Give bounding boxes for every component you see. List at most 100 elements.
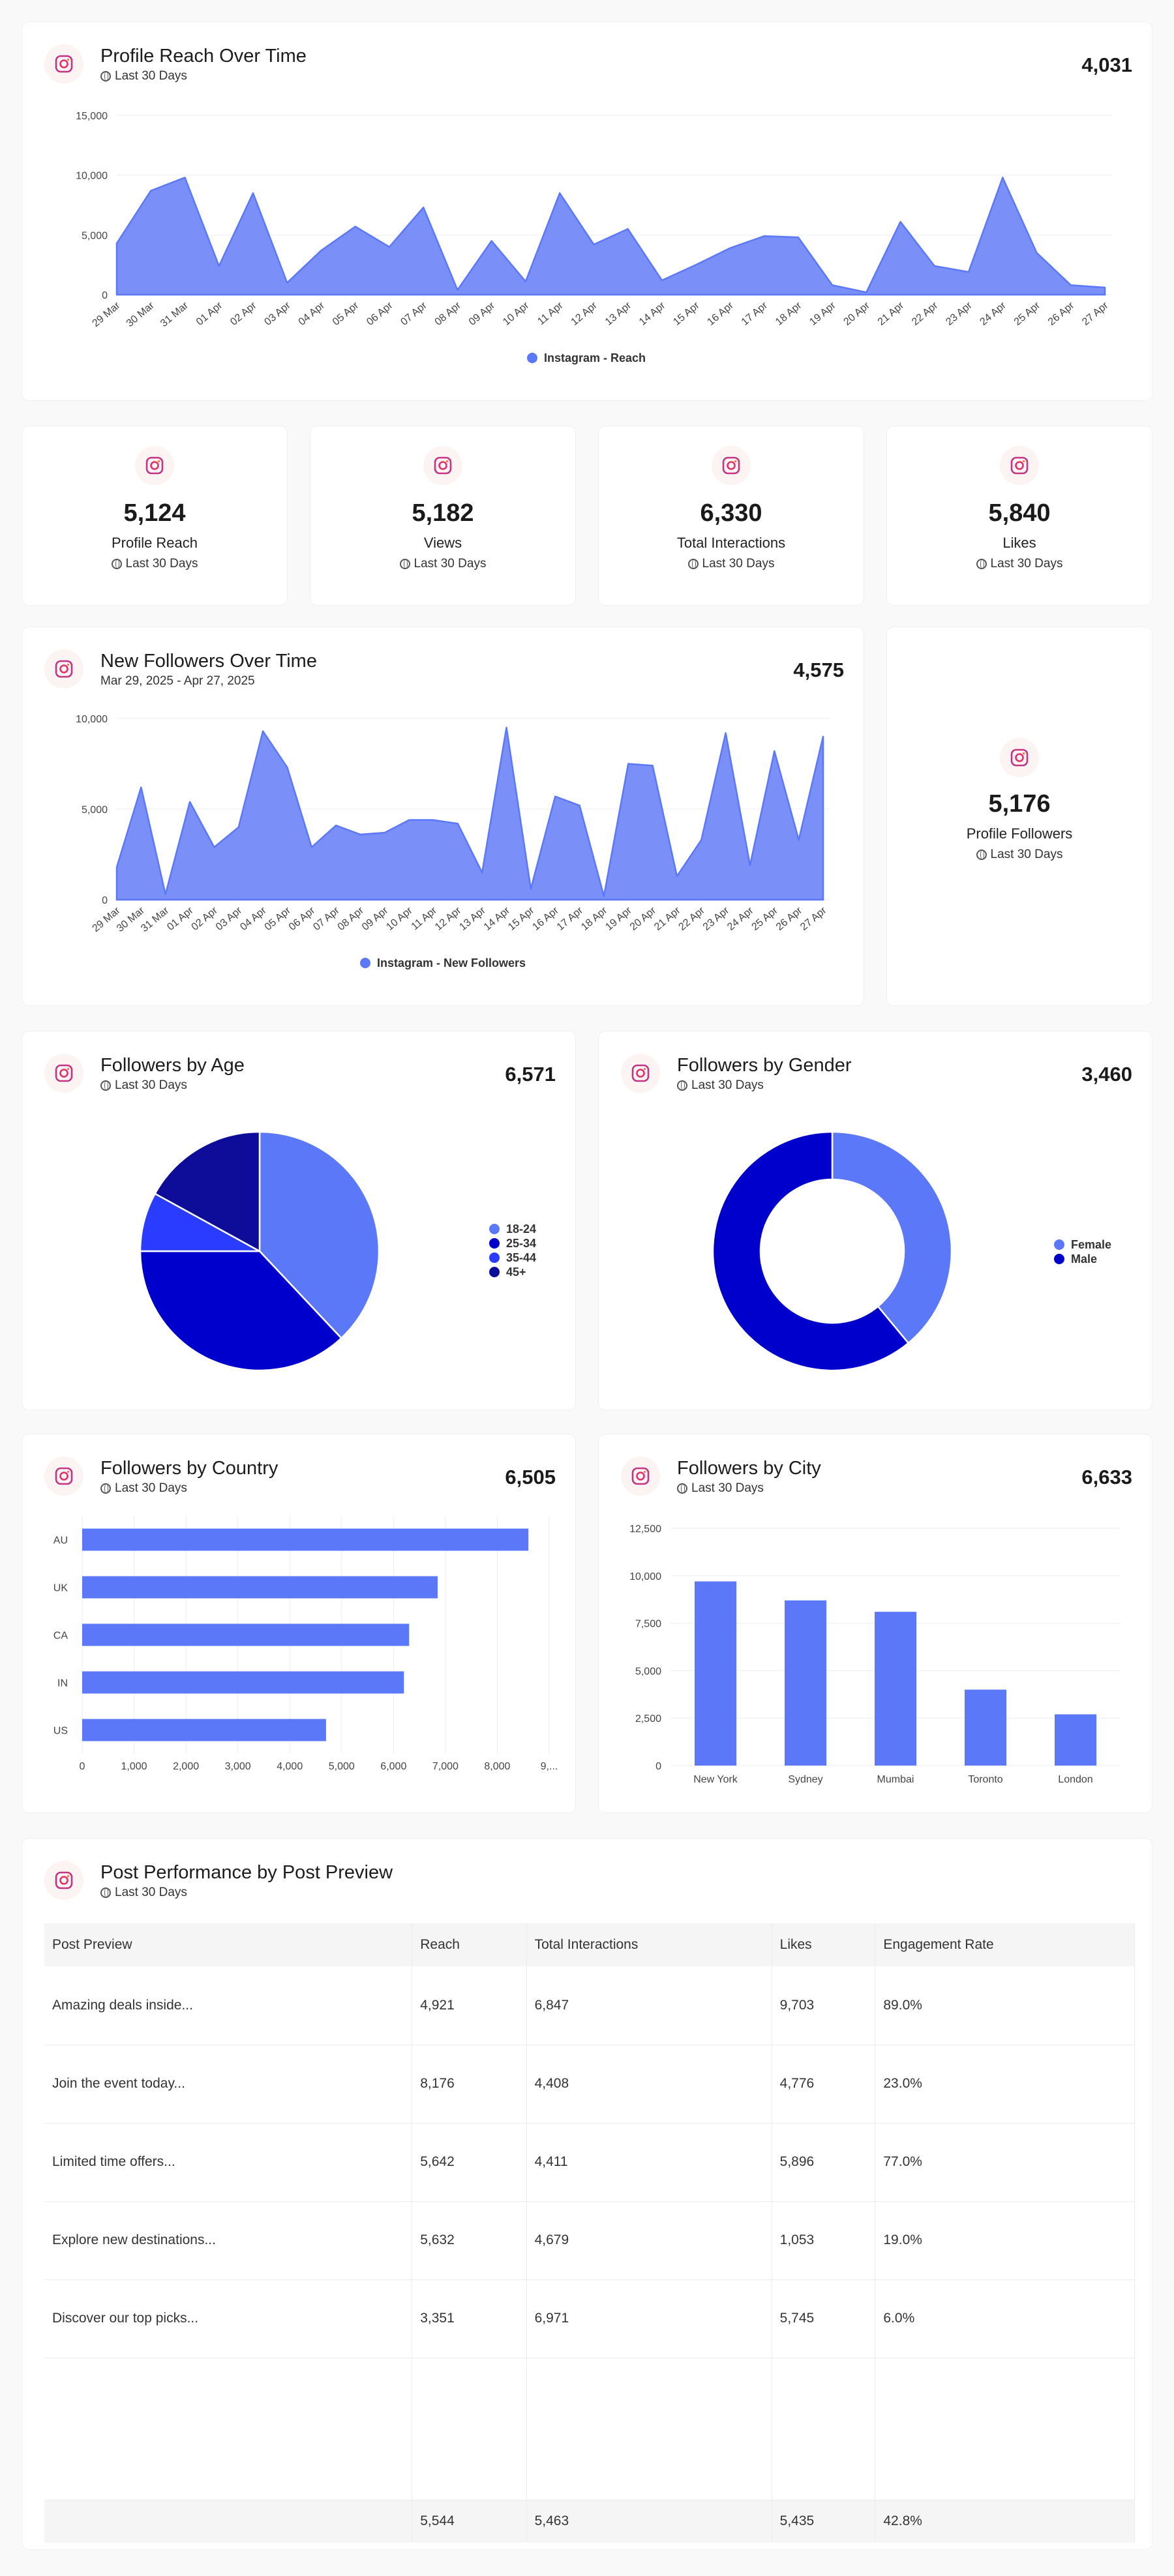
y-tick-label: IN [57, 1678, 68, 1689]
x-tick-label: 19 Apr [603, 905, 634, 933]
instagram-icon [44, 1861, 83, 1900]
kpi-value: 6,330 [700, 499, 762, 527]
bar [82, 1623, 410, 1646]
table-cell: Join the event today... [44, 2045, 413, 2124]
table-empty-space [44, 2358, 1135, 2500]
instagram-icon [44, 649, 83, 688]
x-tick-label: 15 Apr [671, 300, 702, 328]
table-cell: 4,776 [772, 2045, 876, 2124]
table-header-row: Post Preview Reach Total Interactions Li… [44, 1923, 1135, 1966]
y-tick-label: 0 [102, 290, 108, 301]
bar [82, 1576, 438, 1599]
instagram-icon [423, 446, 462, 485]
column-header[interactable]: Post Preview [44, 1923, 413, 1966]
chart-legend: Instagram - New Followers [360, 956, 526, 970]
column-header[interactable]: Reach [412, 1923, 527, 1966]
x-tick-label: 11 Apr [535, 300, 565, 327]
country-bar-chart: 0 1,000 2,000 3,000 4,000 5,000 6,000 7,000 8,00… [53, 1516, 558, 1772]
legend-label: Male [1071, 1252, 1098, 1266]
card-subtitle: Last 30 Days [677, 1481, 764, 1496]
total-cell: 5,463 [526, 2500, 772, 2543]
legend-swatch [489, 1267, 500, 1277]
card-subtitle: Mar 29, 2025 - Apr 27, 2025 [100, 674, 255, 688]
globe-icon [100, 1080, 111, 1091]
x-tick-label: 22 Apr [910, 300, 941, 328]
x-tick-label: New York [693, 1774, 738, 1785]
table-cell: 6.0% [875, 2279, 1135, 2358]
x-tick-label: 31 Mar [139, 905, 172, 934]
x-tick-label: 04 Apr [238, 905, 269, 933]
table-cell: 5,896 [772, 2123, 876, 2202]
kpi-value: 5,182 [412, 499, 474, 527]
x-tick-label: 08 Apr [433, 300, 464, 328]
chart-legend: Female Male [1054, 1237, 1111, 1266]
instagram-icon [44, 44, 83, 83]
card-total: 6,571 [505, 1063, 556, 1086]
y-tick-label: 10,000 [629, 1571, 661, 1582]
x-tick-label: Sydney [788, 1774, 822, 1785]
x-tick-label: 3,000 [225, 1761, 251, 1772]
y-tick-label: AU [53, 1535, 68, 1547]
x-tick-label: 1,000 [121, 1761, 147, 1772]
globe-icon [100, 1483, 111, 1494]
table-cell: 6,847 [526, 1966, 772, 2045]
y-tick-label: 0 [655, 1761, 661, 1772]
x-tick-label: 23 Apr [944, 300, 974, 328]
column-header[interactable]: Likes [772, 1923, 876, 1966]
x-tick-label: 26 Apr [774, 905, 805, 933]
kpi-card-views: 5,182 Views Last 30 Days [310, 426, 575, 605]
table-row[interactable]: Explore new destinations... 5,632 4,679 … [44, 2201, 1135, 2280]
kpi-value: 5,176 [988, 790, 1051, 818]
legend-swatch [527, 353, 537, 363]
area-series [115, 177, 1106, 296]
x-tick-label: 8,000 [484, 1761, 510, 1772]
x-tick-label: 08 Apr [336, 905, 367, 933]
kpi-label: Total Interactions [676, 535, 786, 551]
table-cell: 5,745 [772, 2279, 876, 2358]
table-totals-row: 5,544 5,463 5,435 42.8% [44, 2500, 1135, 2543]
legend-swatch [489, 1238, 500, 1249]
legend-swatch [489, 1252, 500, 1263]
globe-icon [976, 559, 987, 569]
x-tick-label: 2,000 [173, 1761, 199, 1772]
x-tick-label: 18 Apr [579, 905, 610, 933]
x-tick-label: 12 Apr [569, 300, 600, 328]
y-tick-label: 0 [102, 895, 108, 906]
legend-label: Female [1071, 1237, 1112, 1251]
kpi-subtitle: Last 30 Days [599, 557, 864, 571]
table-cell: 89.0% [875, 1966, 1135, 2045]
card-title: Followers by City [677, 1458, 821, 1479]
legend-item: 45+ [489, 1265, 536, 1279]
bar [82, 1528, 529, 1551]
y-tick-label: US [53, 1726, 68, 1737]
table-row[interactable]: Discover our top picks... 3,351 6,971 5,… [44, 2279, 1135, 2358]
x-tick-label: 04 Apr [297, 300, 327, 328]
x-tick-label: 14 Apr [482, 905, 513, 933]
table-row[interactable]: Join the event today... 8,176 4,408 4,77… [44, 2045, 1135, 2124]
globe-icon [687, 559, 699, 569]
column-header[interactable]: Engagement Rate [875, 1923, 1135, 1966]
table-cell: 6,971 [526, 2279, 772, 2358]
globe-icon [100, 1888, 111, 1898]
x-tick-label: 01 Apr [165, 905, 196, 933]
table-cell: 4,411 [526, 2123, 772, 2202]
legend-item: Female [1054, 1237, 1111, 1252]
legend-item: Male [1054, 1252, 1111, 1266]
kpi-subtitle: Last 30 Days [310, 557, 575, 571]
card-total: 6,505 [505, 1466, 556, 1488]
y-tick-label: 10,000 [76, 171, 108, 182]
area-series [115, 726, 824, 901]
bar [1055, 1714, 1096, 1766]
kpi-label: Profile Reach [111, 535, 198, 551]
table-cell: 5,642 [412, 2123, 527, 2202]
table-row[interactable]: Amazing deals inside... 4,921 6,847 9,70… [44, 1966, 1135, 2045]
column-header[interactable]: Total Interactions [526, 1923, 772, 1966]
instagram-icon [621, 1054, 660, 1093]
table-cell: 4,408 [526, 2045, 772, 2124]
table-cell: 4,679 [526, 2201, 772, 2280]
x-tick-label: Mumbai [877, 1774, 914, 1785]
kpi-label: Profile Followers [966, 825, 1073, 842]
table-row[interactable]: Limited time offers... 5,642 4,411 5,896… [44, 2123, 1135, 2202]
x-tick-label: 27 Apr [798, 905, 829, 933]
